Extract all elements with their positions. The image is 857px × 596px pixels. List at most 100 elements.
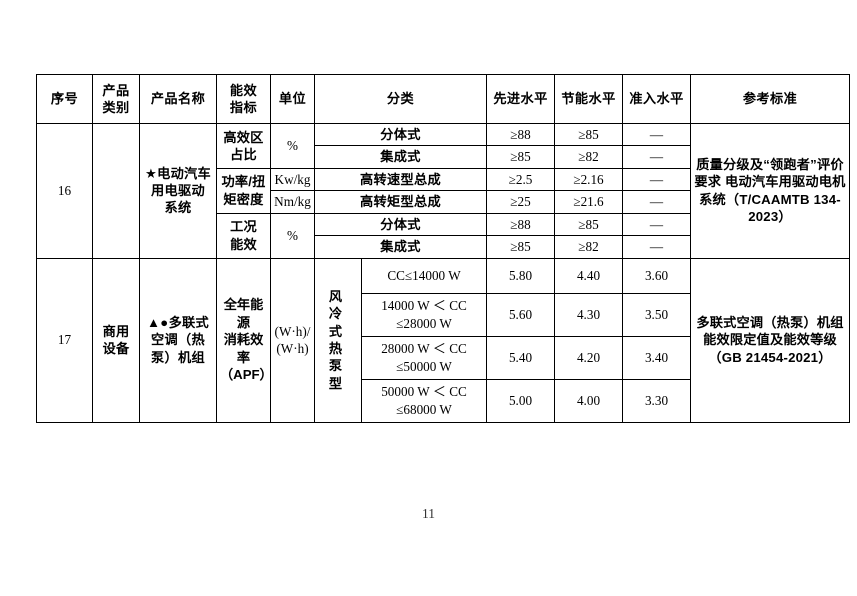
product-name-line-2: 用电驱动 (151, 183, 205, 199)
range-line-2: ≤68000 W (396, 401, 452, 417)
indicator-line-2: 占比 (230, 146, 257, 162)
indicator-line-3: （APF） (220, 367, 273, 383)
category-line-2: 设备 (102, 341, 130, 357)
indicator-line-1: 全年能源 (223, 297, 264, 330)
cell-classification-16-1-2: 集成式 (314, 145, 487, 169)
cell-classification-16-2-2: 高转矩型总成 (314, 190, 487, 214)
cell-classification-16-3-2: 集成式 (314, 235, 487, 259)
product-name-line-2: 空调（热 (151, 332, 205, 348)
table-row: 28000 W ＜ CC ≤50000 W 5.40 4.20 3.40 (37, 335, 850, 380)
table-row: 50000 W ＜ CC ≤68000 W 5.00 4.00 3.30 (37, 378, 850, 423)
cell-unit-16-1: % (270, 123, 315, 169)
cell-energy-saving-16-3-2: ≥82 (554, 235, 623, 259)
header-classification: 分类 (314, 74, 487, 124)
range-line-1: 28000 W ＜ CC (381, 341, 467, 357)
cell-energy-saving-17-3: 4.20 (554, 335, 623, 380)
header-product-name: 产品名称 (139, 74, 217, 124)
cell-classification-16-2-1: 高转速型总成 (314, 167, 487, 192)
indicator-line-2: 能效 (230, 236, 257, 252)
cell-access-16-2-1: — (622, 167, 691, 192)
cell-advanced-16-1-1: ≥88 (486, 122, 555, 147)
range-line-1: 50000 W ＜ CC (381, 384, 467, 400)
cell-classification-group-17: 风 冷 式 热 泵 型 (314, 257, 362, 423)
cell-classification-16-3-1: 分体式 (314, 212, 487, 237)
cell-advanced-17-1: 5.80 (486, 257, 555, 294)
header-advanced-level: 先进水平 (486, 74, 555, 124)
cell-unit-16-2-1: Kw/kg (270, 167, 315, 192)
cell-advanced-16-1-2: ≥85 (486, 145, 555, 169)
table-row: Nm/kg 高转矩型总成 ≥25 ≥21.6 — (37, 190, 850, 214)
cell-energy-saving-16-2-2: ≥21.6 (554, 190, 623, 214)
class-group-line-3: 泵 型 (328, 358, 348, 391)
energy-efficiency-standards-table: 序号 产品 类别 产品名称 能效 指标 单位 分类 先进水平 节能水平 准入水平… (36, 74, 850, 423)
header-product-category-line1: 产品 (102, 82, 130, 98)
unit-line-1: (W·h)/ (274, 323, 311, 339)
indicator-line-2: 矩密度 (223, 191, 264, 207)
class-group-line-1: 风 冷 (328, 288, 348, 322)
cell-access-17-2: 3.50 (622, 292, 691, 337)
cell-indicator-16-2: 功率/扭 矩密度 (216, 167, 271, 214)
product-name-line-3: 泵）机组 (151, 349, 205, 365)
cell-access-16-2-2: — (622, 190, 691, 214)
indicator-line-1: 功率/扭 (221, 174, 266, 190)
product-name-line-1: ★电动汽车 (144, 165, 212, 181)
range-line-1: 14000 W ＜ CC (381, 298, 467, 314)
cell-unit-16-3: % (270, 212, 315, 259)
category-line-1: 商用 (102, 323, 130, 339)
indicator-line-2: 消耗效率 (223, 332, 264, 365)
cell-classification-17-4: 50000 W ＜ CC ≤68000 W (361, 378, 487, 423)
cell-classification-17-2: 14000 W ＜ CC ≤28000 W (361, 292, 487, 337)
range-line-2: ≤50000 W (396, 358, 452, 374)
cell-advanced-16-3-2: ≥85 (486, 235, 555, 259)
header-product-category-line2: 类别 (102, 100, 130, 115)
range-line-1: CC≤14000 W (387, 267, 461, 283)
cell-access-16-3-2: — (622, 235, 691, 259)
cell-seq-16: 16 (36, 123, 93, 259)
header-product-category: 产品 类别 (92, 74, 140, 124)
range-line-2: ≤28000 W (396, 315, 452, 331)
cell-energy-saving-16-2-1: ≥2.16 (554, 167, 623, 192)
cell-advanced-17-4: 5.00 (486, 378, 555, 423)
cell-access-17-3: 3.40 (622, 335, 691, 380)
cell-reference-standard-16: 质量分级及“领跑者”评价要求 电动汽车用驱动电机系统（T/CAAMTB 134-… (690, 123, 850, 259)
product-name-line-1: ▲●多联式 (146, 314, 210, 330)
header-indicator-line1: 能效 (229, 82, 258, 98)
header-energy-saving-level: 节能水平 (554, 74, 623, 124)
cell-category-16 (92, 123, 140, 259)
cell-energy-saving-17-1: 4.40 (554, 257, 623, 294)
table-row: 工况 能效 % 分体式 ≥88 ≥85 — (37, 212, 850, 259)
cell-indicator-17: 全年能源 消耗效率 （APF） (216, 257, 273, 423)
header-access-level: 准入水平 (622, 74, 691, 124)
class-group-line-2: 式 热 (328, 323, 348, 357)
cell-access-16-1-1: — (622, 122, 691, 147)
table-header-row: 序号 产品 类别 产品名称 能效 指标 单位 分类 先进水平 节能水平 准入水平… (36, 74, 850, 124)
page-number: 11 (422, 506, 435, 521)
header-reference-standard: 参考标准 (690, 74, 850, 124)
header-unit: 单位 (270, 74, 315, 124)
header-seq: 序号 (36, 74, 93, 124)
indicator-line-1: 工况 (230, 219, 257, 235)
cell-energy-saving-16-3-1: ≥85 (554, 212, 623, 237)
cell-energy-saving-16-1-2: ≥82 (554, 145, 623, 169)
cell-classification-17-1: CC≤14000 W (361, 257, 487, 294)
cell-access-17-4: 3.30 (622, 378, 691, 423)
cell-classification-16-1-1: 分体式 (314, 122, 487, 147)
header-indicator-line2: 指标 (229, 100, 258, 115)
cell-unit-17: (W·h)/ (W·h) (270, 257, 315, 423)
cell-indicator-16-3: 工况 能效 (216, 212, 271, 259)
cell-energy-saving-17-4: 4.00 (554, 378, 623, 423)
cell-access-16-3-1: — (622, 212, 691, 237)
cell-energy-saving-17-2: 4.30 (554, 292, 623, 337)
cell-category-17: 商用 设备 (92, 257, 140, 423)
cell-product-name-16: ★电动汽车 用电驱动 系统 (139, 123, 217, 259)
cell-seq-17: 17 (36, 257, 93, 423)
cell-advanced-17-3: 5.40 (486, 335, 555, 380)
table-row: 17 商用 设备 ▲●多联式 空调（热 泵）机组 全年能源 消耗效率 （APF）… (36, 257, 850, 423)
cell-access-16-1-2: — (622, 145, 691, 169)
cell-product-name-17: ▲●多联式 空调（热 泵）机组 (139, 257, 217, 423)
cell-access-17-1: 3.60 (622, 257, 691, 294)
cell-advanced-16-3-1: ≥88 (486, 212, 555, 237)
cell-unit-16-2-2: Nm/kg (270, 190, 315, 214)
indicator-line-1: 高效区 (223, 129, 264, 145)
